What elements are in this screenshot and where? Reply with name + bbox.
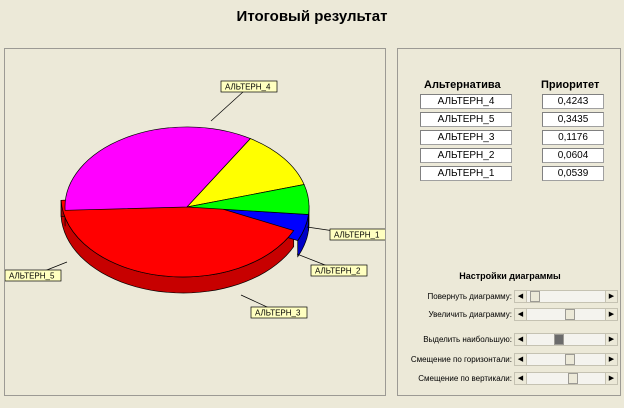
highlight-slider[interactable]: ◀ ▶ [514,333,618,346]
callout-label: АЛЬТЕРН_2 [315,267,361,276]
slider-thumb[interactable] [529,291,540,302]
callout-box [250,306,308,319]
chart-panel: АЛЬТЕРН_4 АЛЬТЕРН_5 АЛЬТЕРН_3 АЛЬТЕРН_2 АЛЬТ… [4,48,386,396]
priority-cell: 0,0604 [542,148,604,163]
callout-label: АЛЬТЕРН_5 [9,272,55,281]
alternative-cell: АЛЬТЕРН_1 [420,166,512,181]
callout-label: АЛЬТЕРН_1 [334,231,380,240]
callout-label: АЛЬТЕРН_3 [255,309,301,318]
vertical-offset-slider[interactable]: ◀ ▶ [514,372,618,385]
zoom-slider[interactable]: ◀ ▶ [514,308,618,321]
callout-box [329,228,385,241]
alternative-cell: АЛЬТЕРН_3 [420,130,512,145]
priority-cell: 0,4243 [542,94,604,109]
highlight-label: Выделить наибольшую: [423,335,512,344]
left-arrow-icon[interactable]: ◀ [515,334,527,345]
left-arrow-icon[interactable]: ◀ [515,291,527,302]
rotate-label: Повернуть диаграмму: [427,292,512,301]
slider-thumb[interactable] [554,334,564,345]
horizontal-offset-slider[interactable]: ◀ ▶ [514,353,618,366]
results-panel: Альтернатива Приоритет АЛЬТЕРН_4 0,4243 … [397,48,621,396]
pie-slice [64,126,252,211]
callout-box [310,264,368,277]
priority-header: Приоритет [541,79,600,91]
left-arrow-icon[interactable]: ◀ [515,309,527,320]
settings-title: Настройки диаграммы [459,271,561,281]
priority-cell: 0,3435 [542,112,604,127]
left-arrow-icon[interactable]: ◀ [515,373,527,384]
zoom-label: Увеличить диаграмму: [428,310,512,319]
right-arrow-icon[interactable]: ▶ [605,291,617,302]
right-arrow-icon[interactable]: ▶ [605,334,617,345]
pie-slice [60,196,295,278]
slider-thumb[interactable] [564,354,575,365]
slider-thumb[interactable] [564,309,575,320]
priority-cell: 0,1176 [542,130,604,145]
left-arrow-icon[interactable]: ◀ [515,354,527,365]
callout-box [5,269,62,282]
alternative-cell: АЛЬТЕРН_4 [420,94,512,109]
right-arrow-icon[interactable]: ▶ [605,354,617,365]
alternative-cell: АЛЬТЕРН_5 [420,112,512,127]
horizontal-offset-label: Смещение по горизонтали: [410,355,512,364]
priority-cell: 0,0539 [542,166,604,181]
window-title: Итоговый результат [236,8,388,25]
callout-box [220,80,278,93]
alternative-cell: АЛЬТЕРН_2 [420,148,512,163]
vertical-offset-label: Смещение по вертикали: [418,374,512,383]
right-arrow-icon[interactable]: ▶ [605,309,617,320]
right-arrow-icon[interactable]: ▶ [605,373,617,384]
pie-slice [186,184,310,215]
alternative-header: Альтернатива [424,79,501,91]
slider-thumb[interactable] [568,373,578,384]
pie-chart: АЛЬТЕРН_4 АЛЬТЕРН_5 АЛЬТЕРН_3 АЛЬТЕРН_2 АЛЬТ… [5,80,385,319]
callout-label: АЛЬТЕРН_4 [225,83,271,92]
rotate-slider[interactable]: ◀ ▶ [514,290,618,303]
